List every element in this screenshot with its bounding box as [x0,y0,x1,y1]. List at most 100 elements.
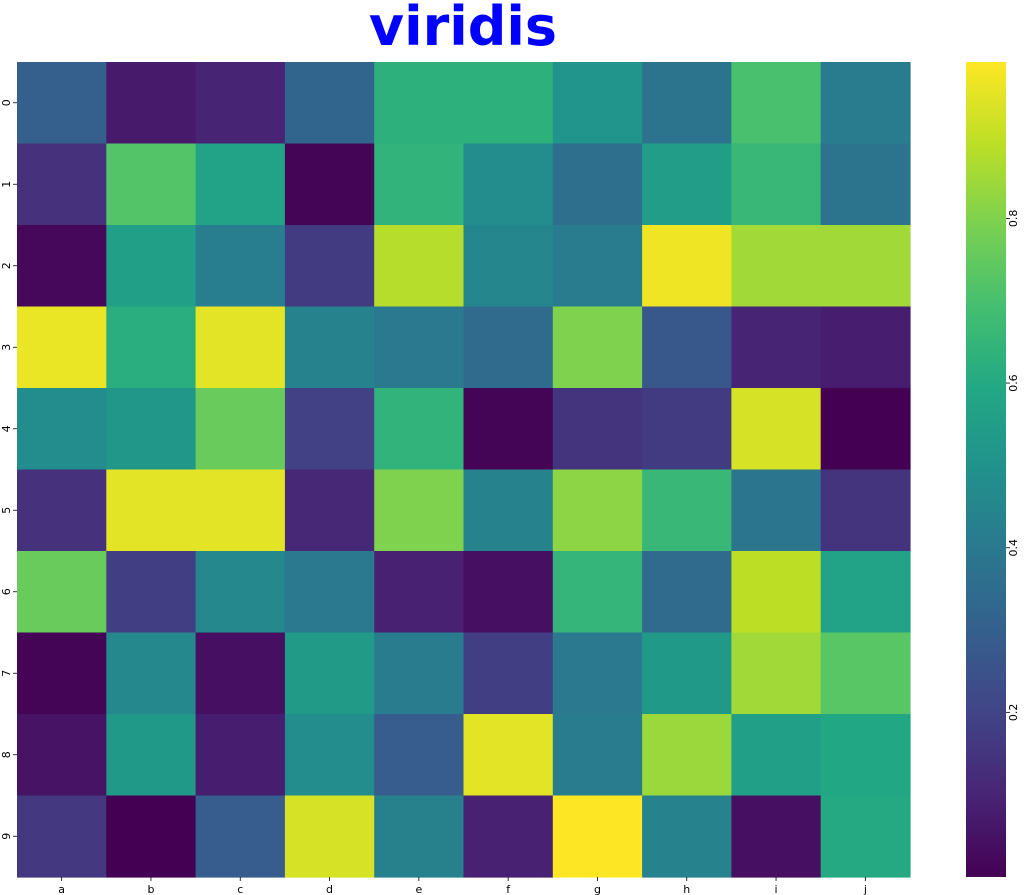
heatmap-cell-6-i [731,551,822,634]
colorbar [966,62,1006,877]
heatmap-cell-9-j [820,795,911,878]
heatmap-cell-2-b [106,225,197,308]
x-tick-label: d [326,883,333,895]
heatmap-cell-3-j [820,306,911,389]
heatmap-cell-8-i [731,714,822,797]
heatmap-cell-7-d [284,632,375,715]
heatmap-cell-3-g [552,306,643,389]
heatmap-cell-4-c [195,388,286,471]
x-tick-label: a [58,883,65,895]
heatmap-cell-4-i [731,388,822,471]
heatmap-cell-4-g [552,388,643,471]
heatmap-cell-7-a [17,632,107,715]
heatmap-cell-7-c [195,632,286,715]
heatmap-cell-8-d [284,714,375,797]
heatmap-cell-0-h [642,62,732,145]
y-tick-label: 9 [0,833,13,840]
heatmap-cell-8-c [195,714,286,797]
heatmap-cell-5-i [731,469,822,552]
heatmap-cell-1-g [552,143,643,226]
chart-title: viridis [369,0,557,58]
x-tick-label: h [683,883,690,895]
heatmap-cell-2-h [642,225,732,308]
heatmap-cell-8-f [463,714,554,797]
y-tick-label: 1 [0,181,13,188]
heatmap-cell-9-f [463,795,554,878]
heatmap-cell-3-f [463,306,554,389]
y-tick-label: 8 [0,751,13,758]
heatmap-cell-2-i [731,225,822,308]
colorbar-tick-label: 0.2 [1007,704,1020,722]
heatmap-cell-8-a [17,714,107,797]
colorbar-ticks: 0.2 0.4 0.6 0.8 [1006,210,1020,721]
heatmap-cell-9-d [284,795,375,878]
heatmap-cell-3-b [106,306,197,389]
x-tick-label: g [594,883,601,895]
heatmap-cell-0-a [17,62,107,145]
heatmap-cell-4-h [642,388,732,471]
heatmap-cell-0-e [374,62,465,145]
heatmap-cell-7-h [642,632,732,715]
heatmap-cell-9-h [642,795,732,878]
heatmap-cell-2-a [17,225,107,308]
x-tick-label: c [237,883,243,895]
heatmap-cell-5-a [17,469,107,552]
y-tick-label: 3 [0,344,13,351]
y-tick-label: 2 [0,262,13,269]
heatmap-cell-6-j [820,551,911,634]
heatmap-cell-5-c [195,469,286,552]
y-tick-label: 0 [0,99,13,106]
heatmap-cell-2-c [195,225,286,308]
heatmap-cell-4-a [17,388,107,471]
heatmap-cell-1-j [820,143,911,226]
heatmap-cell-9-c [195,795,286,878]
heatmap-cell-0-d [284,62,375,145]
heatmap-cell-2-d [284,225,375,308]
y-tick-label: 7 [0,670,13,677]
heatmap-cell-6-d [284,551,375,634]
heatmap-cells [17,62,911,878]
heatmap-cell-7-j [820,632,911,715]
heatmap-cell-0-f [463,62,554,145]
heatmap-cell-8-e [374,714,465,797]
heatmap-cell-3-d [284,306,375,389]
heatmap-cell-3-c [195,306,286,389]
x-tick-label: i [775,883,778,895]
heatmap-cell-1-e [374,143,465,226]
heatmap-cell-4-j [820,388,911,471]
heatmap-cell-5-h [642,469,732,552]
heatmap-cell-6-c [195,551,286,634]
heatmap-cell-7-g [552,632,643,715]
heatmap-cell-6-a [17,551,107,634]
heatmap-cell-5-f [463,469,554,552]
heatmap-cell-4-d [284,388,375,471]
heatmap-cell-5-b [106,469,197,552]
heatmap-cell-2-f [463,225,554,308]
heatmap-cell-2-j [820,225,911,308]
heatmap-cell-8-j [820,714,911,797]
heatmap-cell-7-f [463,632,554,715]
heatmap-cell-6-e [374,551,465,634]
heatmap-cell-7-e [374,632,465,715]
heatmap-cell-6-h [642,551,732,634]
y-axis: 0 1 2 3 4 5 6 7 8 9 [0,99,17,840]
x-tick-label: j [863,883,867,895]
y-tick-label: 5 [0,507,13,514]
heatmap-cell-2-e [374,225,465,308]
colorbar-tick-label: 0.6 [1007,374,1020,392]
colorbar-gradient [966,62,1006,877]
heatmap-cell-1-b [106,143,197,226]
heatmap-cell-9-b [106,795,197,878]
heatmap-cell-9-i [731,795,822,878]
colorbar-tick-label: 0.8 [1007,210,1020,228]
heatmap-cell-0-j [820,62,911,145]
colorbar-tick-label: 0.4 [1007,539,1020,557]
heatmap-cell-5-d [284,469,375,552]
heatmap-cell-0-i [731,62,822,145]
heatmap-cell-8-g [552,714,643,797]
heatmap-cell-4-f [463,388,554,471]
heatmap-cell-9-a [17,795,107,878]
heatmap-cell-9-e [374,795,465,878]
heatmap-cell-6-g [552,551,643,634]
y-tick-label: 6 [0,588,13,595]
